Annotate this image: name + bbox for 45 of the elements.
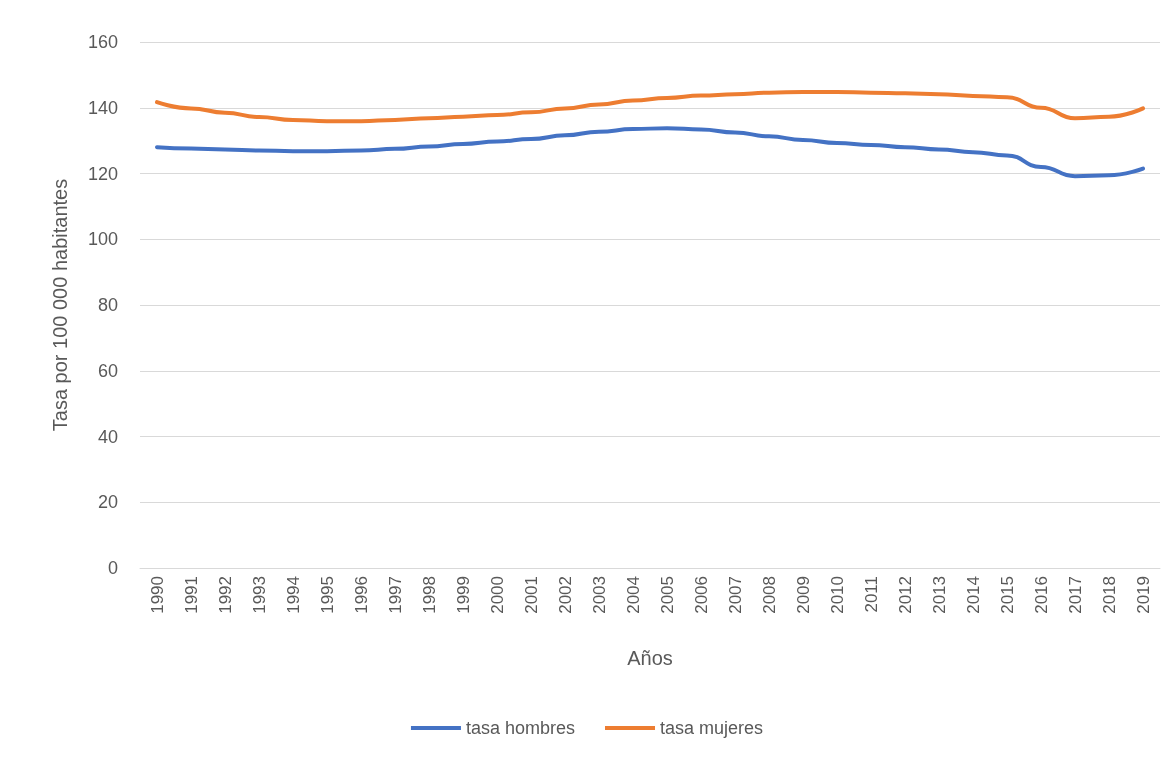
x-tick-label: 2002: [555, 576, 575, 614]
y-tick-label: 40: [97, 426, 118, 447]
x-tick-label: 2009: [793, 576, 813, 614]
x-tick-label: 2001: [521, 576, 541, 614]
x-tick-label: 2016: [1031, 576, 1051, 614]
x-tick-label: 2006: [691, 576, 711, 614]
y-tick-label: 100: [87, 229, 118, 250]
x-tick-label: 2003: [589, 576, 609, 614]
legend-label: tasa hombres: [465, 718, 576, 738]
x-axis-title: Años: [627, 647, 673, 669]
x-tick-label: 2013: [929, 576, 949, 614]
x-tick-label: 2008: [759, 576, 779, 614]
x-tick-label: 1999: [453, 576, 473, 614]
x-tick-label: 1992: [215, 576, 235, 614]
x-tick-label: 1995: [317, 576, 337, 614]
x-tick-label: 1993: [249, 576, 269, 614]
line-series: [155, 126, 1145, 179]
x-tick-label: 2011: [861, 576, 881, 613]
x-tick-label: 2017: [1065, 576, 1085, 614]
x-tick-label: 2015: [997, 576, 1017, 614]
line-series: [155, 89, 1145, 124]
x-tick-label: 2004: [623, 576, 643, 614]
x-tick-label: 2012: [895, 576, 915, 614]
x-tick-label: 1994: [283, 576, 303, 614]
x-tick-label: 2018: [1099, 576, 1119, 614]
x-tick-label: 2007: [725, 576, 745, 614]
y-tick-label: 60: [97, 360, 118, 381]
y-tick-label: 20: [97, 492, 118, 513]
x-tick-label: 2000: [487, 576, 507, 614]
x-tick-label: 1998: [419, 576, 439, 614]
x-tick-label: 2005: [657, 576, 677, 614]
x-tick-label: 1996: [351, 576, 371, 614]
y-tick-label: 120: [87, 163, 118, 184]
y-tick-label: 0: [107, 558, 118, 578]
x-tick-label: 1997: [385, 576, 405, 614]
y-tick-label: 80: [97, 295, 118, 315]
x-tick-label: 1991: [181, 576, 201, 614]
x-tick-label: 2010: [827, 576, 847, 614]
y-tick-label: 140: [87, 97, 118, 118]
x-tick-label: 2014: [963, 576, 983, 614]
x-tick-label: 1990: [147, 576, 167, 614]
y-tick-label: 160: [87, 32, 118, 52]
y-axis-title: Tasa por 100 000 habitantes: [49, 178, 71, 432]
legend-label: tasa mujeres: [660, 718, 764, 738]
x-tick-label: 2019: [1133, 576, 1153, 614]
